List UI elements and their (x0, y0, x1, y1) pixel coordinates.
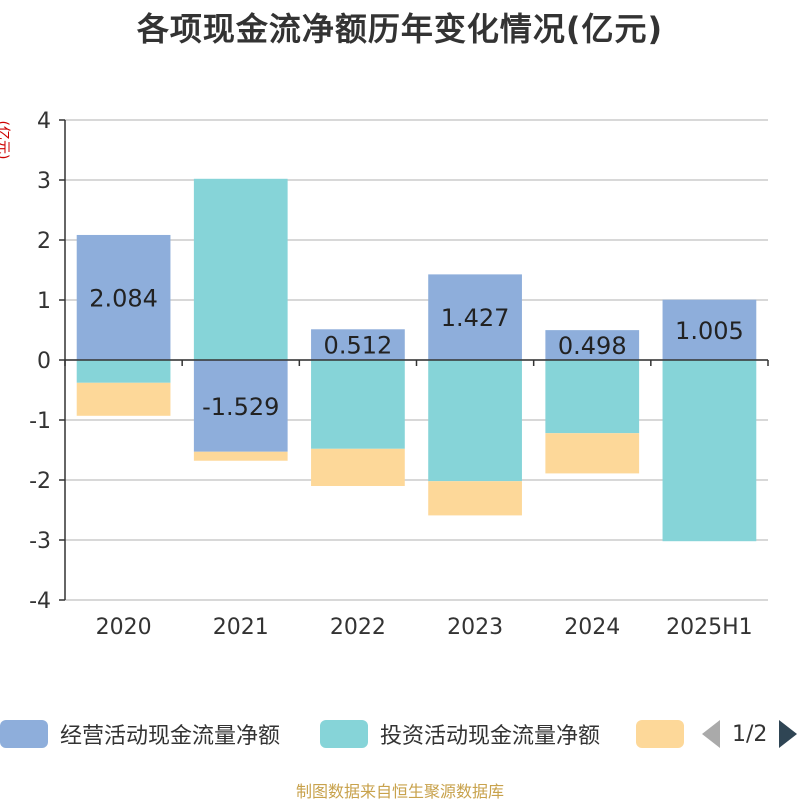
bar-series2-2023 (428, 481, 522, 516)
y-tick-label: 0 (37, 349, 51, 374)
data-source-note: 制图数据来自恒生聚源数据库 (295, 782, 504, 801)
bar-series1-2020 (76, 360, 171, 383)
bar-series2-2021 (193, 451, 288, 461)
bar-series0-2024 (545, 330, 640, 360)
bar-series0-2023 (428, 274, 522, 360)
y-tick-label: -4 (29, 589, 51, 614)
bar-series2-2022 (311, 448, 405, 486)
x-tick-label: 2020 (96, 615, 152, 640)
legend-page-indicator: 1/2 (732, 721, 768, 747)
legend-item-investing[interactable]: 投资活动现金流量净额 (320, 716, 600, 752)
x-tick-label: 2023 (447, 615, 503, 640)
legend-label-operating: 经营活动现金流量净额 (60, 724, 281, 749)
data-label: 1.427 (441, 304, 510, 332)
legend-swatch-financing (636, 720, 684, 748)
chart-title: 各项现金流净额历年变化情况(亿元) (136, 10, 664, 48)
bar-chart: 4 3 2 1 0 -1 -2 -3 -4 2.084 -1.529 0.512 1.427 0.498 1… (29, 109, 769, 640)
y-tick-label: 4 (37, 109, 51, 134)
x-tick-label: 2021 (213, 615, 269, 640)
y-tick-label: 1 (37, 289, 51, 314)
bar-series0-2025H1 (662, 299, 757, 360)
bar-series1-2021 (193, 178, 288, 360)
data-label: 0.512 (324, 332, 393, 360)
legend-item-financing[interactable] (636, 716, 696, 752)
legend-swatch-operating (0, 720, 48, 748)
y-tick-label: -3 (29, 529, 51, 554)
bar-series1-2023 (428, 360, 522, 482)
data-label: 2.084 (89, 284, 158, 312)
legend-next-page-icon[interactable] (779, 720, 798, 748)
bar-series0-2021 (193, 360, 288, 452)
x-tick-label: 2022 (330, 615, 386, 640)
x-tick-label: 2025H1 (666, 615, 753, 640)
legend-item-operating[interactable]: 经营活动现金流量净额 (0, 716, 280, 752)
bar-series2-2020 (76, 382, 171, 416)
bar-series1-2022 (311, 360, 405, 449)
legend-label-investing: 投资活动现金流量净额 (380, 724, 601, 749)
legend-pager: 1/2 (702, 716, 798, 752)
bar-series1-2025H1 (662, 360, 757, 542)
y-tick-label: 3 (37, 169, 51, 194)
bar-series0-2020 (76, 234, 171, 360)
data-label: 0.498 (558, 332, 627, 360)
bar-series1-2024 (545, 360, 640, 434)
y-tick-label: 2 (37, 229, 51, 254)
y-tick-label: -1 (29, 409, 51, 434)
legend-prev-page-icon[interactable] (702, 720, 720, 748)
data-label: -1.529 (202, 393, 279, 421)
data-label: 1.005 (675, 317, 744, 345)
bar-series2-2024 (545, 433, 640, 474)
legend: 经营活动现金流量净额 投资活动现金流量净额 1/2 (0, 716, 800, 752)
legend-swatch-investing (320, 720, 368, 748)
x-tick-label: 2024 (564, 615, 620, 640)
bar-series0-2022 (311, 329, 405, 360)
y-tick-label: -2 (29, 469, 51, 494)
